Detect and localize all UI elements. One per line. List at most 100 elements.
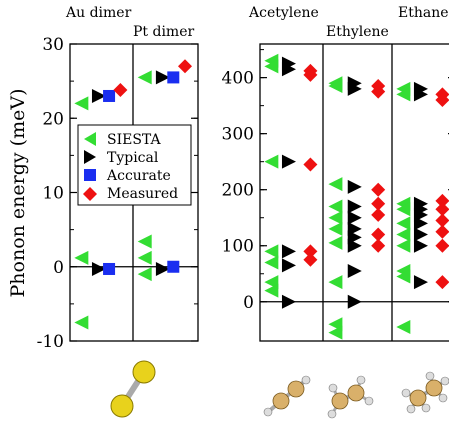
hydrogen-atom [327, 409, 337, 419]
data-point-typical [347, 199, 362, 214]
data-point-measured [303, 252, 318, 267]
left-panel-ticks: 30 20 10 0 -10 [37, 35, 198, 352]
au-atom [132, 360, 156, 384]
data-point-typical [413, 227, 428, 242]
data-point-siesta [137, 267, 152, 282]
group-label-ethylene: Ethylene [326, 24, 389, 40]
data-point-typical [413, 238, 428, 253]
data-point-measured [435, 238, 449, 253]
legend-label-measured: Measured [107, 186, 178, 202]
right-panel-marks [264, 53, 449, 340]
data-point-siesta [328, 275, 343, 290]
carbon-atom [425, 379, 443, 397]
carbon-atom [287, 380, 305, 398]
au-atom [110, 394, 134, 418]
hydrogen-atom [406, 404, 416, 414]
data-point-siesta [396, 238, 411, 253]
data-point-typical [413, 87, 428, 102]
data-point-siesta [328, 235, 343, 250]
data-point-typical [413, 275, 428, 290]
group-label-ethane: Ethane [398, 5, 449, 21]
data-point-siesta [264, 283, 279, 298]
data-point-siesta [137, 250, 152, 265]
legend-marker-siesta [84, 132, 96, 146]
data-point-typical [347, 210, 362, 225]
y-tick-label: 0 [53, 258, 64, 278]
data-point-siesta [328, 325, 343, 340]
data-point-typical [347, 179, 362, 194]
group-label-pt-dimer: Pt dimer [133, 24, 194, 40]
data-point-typical [347, 81, 362, 96]
data-point-siesta [396, 216, 411, 231]
carbon-atom [331, 392, 349, 410]
data-point-accurate [103, 89, 116, 102]
data-point-siesta [264, 255, 279, 270]
y-tick-label: 300 [222, 125, 254, 145]
data-point-measured [178, 59, 192, 74]
y-tick-label: 30 [42, 35, 64, 55]
legend-marker-measured [83, 187, 97, 201]
data-point-siesta [396, 87, 411, 102]
data-point-siesta [328, 79, 343, 94]
data-point-siesta [328, 221, 343, 236]
y-tick-label: 200 [222, 181, 254, 201]
hydrogen-atom [328, 383, 338, 393]
data-point-measured [435, 275, 449, 290]
data-point-typical [281, 154, 296, 169]
right-panel-frame [259, 43, 449, 342]
hydrogen-atom [263, 407, 273, 417]
data-point-typical [155, 70, 170, 85]
data-point-measured [435, 93, 449, 108]
y-axis-label: Phonon energy (meV) [7, 89, 29, 298]
y-tick-label: 20 [42, 109, 64, 129]
data-point-siesta [328, 210, 343, 225]
carbon-atom [272, 392, 290, 410]
legend-marker-accurate [84, 169, 96, 181]
data-point-typical [347, 263, 362, 278]
data-point-measured [371, 207, 386, 222]
data-point-accurate [167, 260, 180, 273]
data-point-siesta [328, 177, 343, 192]
hydrogen-atom [440, 376, 449, 386]
legend-box [77, 124, 192, 206]
right-panel-ticks: 400 300 200 100 0 [222, 49, 449, 313]
data-point-siesta [396, 227, 411, 242]
data-point-measured [303, 157, 318, 172]
ethylene-molecule [327, 375, 374, 419]
hydrogen-atom [425, 371, 435, 381]
data-point-siesta [74, 250, 89, 265]
y-tick-label: 0 [243, 293, 254, 313]
left-panel-marks [74, 59, 192, 330]
data-point-measured [371, 196, 386, 211]
y-tick-label: -10 [37, 332, 64, 352]
data-point-measured [113, 83, 128, 98]
data-point-typical [281, 244, 296, 259]
au-dimer-molecule [110, 360, 156, 418]
legend-label-typical: Typical [107, 150, 159, 166]
legend-marker-typical [84, 150, 96, 164]
data-point-measured [371, 227, 386, 242]
data-point-siesta [137, 70, 152, 85]
hydrogen-atom [301, 375, 311, 385]
data-point-siesta [264, 154, 279, 169]
data-point-typical [155, 261, 170, 276]
hydrogen-atom [421, 403, 431, 413]
group-label-au-dimer: Au dimer [65, 5, 132, 21]
data-point-measured [435, 213, 449, 228]
hydrogen-atom [438, 393, 448, 403]
data-point-typical [281, 294, 296, 309]
hydrogen-atom [401, 388, 411, 398]
data-point-typical [347, 294, 362, 309]
y-tick-label: 10 [42, 184, 64, 204]
data-point-siesta [396, 202, 411, 217]
ethane-molecule [401, 371, 449, 414]
acetylene-molecule [263, 375, 311, 417]
data-point-typical [281, 62, 296, 77]
data-point-measured [435, 202, 449, 217]
data-point-typical [281, 258, 296, 273]
data-point-siesta [74, 96, 89, 111]
data-point-siesta [328, 199, 343, 214]
data-point-measured [371, 238, 386, 253]
legend-label-siesta: SIESTA [107, 132, 162, 148]
data-point-accurate [167, 71, 180, 84]
